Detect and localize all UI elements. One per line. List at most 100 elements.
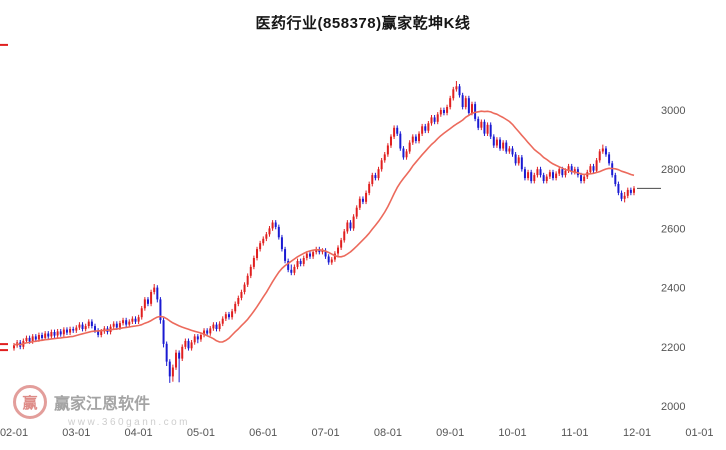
candle-body [212, 324, 215, 329]
candle-body [90, 321, 93, 326]
candle-body [604, 148, 607, 155]
candle-body [305, 253, 308, 258]
candle-body [439, 110, 442, 115]
x-tick-label: 09-01 [436, 427, 464, 439]
candle-body [558, 169, 561, 174]
candle-body [50, 332, 53, 337]
candle-body [187, 340, 190, 349]
candle-body [209, 328, 212, 334]
candle-body [37, 335, 40, 340]
candle-body [561, 169, 564, 176]
candle-body [268, 228, 271, 235]
candle-body [315, 249, 318, 253]
candle-body [259, 243, 262, 250]
candle-body [97, 330, 100, 335]
x-tick-label: 11-01 [561, 427, 588, 439]
candle-body [290, 269, 293, 273]
candle-body [633, 188, 635, 193]
candle-body [374, 175, 377, 179]
candle-body [495, 139, 498, 146]
candle-body [277, 226, 280, 238]
candle-body [184, 340, 187, 347]
candle-body [626, 189, 629, 196]
candle-body [433, 117, 436, 122]
candle-body [171, 367, 174, 377]
candle-body [240, 292, 243, 298]
candle-body [536, 169, 539, 176]
candle-body [337, 247, 340, 254]
candle-body [44, 333, 47, 338]
candle-body [380, 160, 383, 170]
x-tick-label: 08-01 [374, 427, 402, 439]
candle-body [418, 133, 421, 142]
candle-body [396, 127, 399, 134]
candle-body [321, 250, 324, 253]
candle-body [539, 169, 542, 176]
candle-body [252, 258, 255, 267]
candle-body [614, 175, 617, 184]
candle-body [47, 333, 50, 337]
candle-body [87, 321, 90, 326]
y-tick-label: 2000 [661, 401, 685, 413]
ma-line [13, 110, 635, 347]
candle-body [470, 104, 473, 113]
candle-body [551, 172, 554, 179]
candle-body [598, 151, 601, 161]
candle-body [436, 114, 439, 122]
candle-body [480, 121, 483, 128]
candle-body [131, 318, 134, 322]
candle-body [383, 154, 386, 161]
candle-body [146, 299, 149, 304]
candle-body [262, 238, 265, 244]
candle-body [340, 240, 343, 248]
candle-body [520, 157, 523, 170]
candle-body [573, 169, 576, 173]
candle-body [56, 331, 59, 336]
candle-body [355, 207, 358, 217]
candle-body [523, 169, 526, 179]
candle-body [452, 89, 455, 99]
candle-body [405, 151, 408, 158]
candle-body [499, 139, 502, 149]
candle-body [128, 321, 131, 325]
candle-body [231, 311, 234, 318]
y-tick-label: 2400 [661, 283, 685, 295]
candle-body [511, 148, 514, 155]
candle-body [564, 170, 567, 176]
candle-body [424, 126, 427, 131]
candle-body [527, 172, 530, 179]
candle-body [59, 331, 62, 335]
candle-body [414, 136, 417, 141]
candle-body [483, 121, 486, 134]
watermark-url: www.360gann.com [68, 417, 190, 428]
candle-body [150, 292, 153, 304]
candle-body [13, 345, 15, 349]
candle-body [81, 324, 84, 329]
candle-body [274, 222, 277, 227]
candle-body [330, 259, 333, 263]
candle-body [227, 314, 230, 318]
candle-body [256, 249, 259, 258]
candle-body [346, 222, 349, 232]
candle-body [505, 142, 508, 152]
candle-body [601, 148, 604, 152]
candle-body [153, 287, 156, 292]
x-tick-label: 12-01 [623, 427, 651, 439]
candle-body [234, 303, 237, 312]
candle-body [190, 342, 193, 349]
candle-body [548, 172, 551, 177]
candle-body [333, 253, 336, 260]
candle-body [368, 184, 371, 193]
watermark-text: 赢家江恩软件 www.360gann.com [54, 385, 190, 428]
candle-body [620, 192, 623, 199]
candle-body [343, 231, 346, 241]
candle-body [65, 329, 68, 333]
candle-body [165, 343, 168, 362]
candle-body [312, 252, 315, 257]
candle-body [533, 175, 536, 181]
candle-body [502, 142, 505, 149]
candle-body [408, 142, 411, 152]
candle-body [280, 237, 283, 250]
x-tick-label: 10-01 [498, 427, 526, 439]
